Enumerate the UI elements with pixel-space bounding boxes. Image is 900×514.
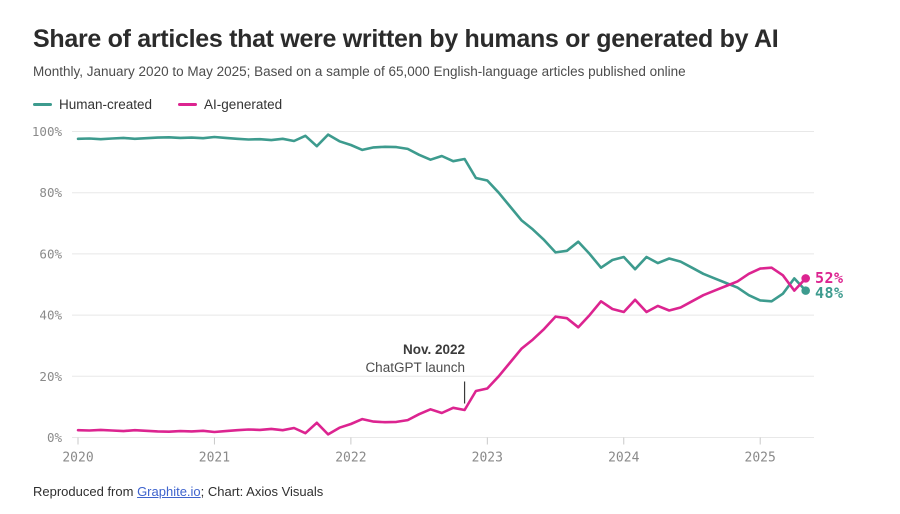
y-tick-label: 100% [32, 124, 63, 139]
legend-item-human: Human-created [33, 97, 152, 112]
source-credit: Reproduced from Graphite.io; Chart: Axio… [33, 484, 323, 499]
source-prefix: Reproduced from [33, 484, 138, 499]
human-end-dot [801, 286, 810, 295]
source-suffix: ; Chart: Axios Visuals [200, 484, 324, 499]
x-tick-label: 2023 [472, 451, 503, 466]
annotation-date: Nov. 2022 [402, 342, 465, 357]
chart-title: Share of articles that were written by h… [33, 25, 779, 53]
ai-series-swatch-icon [178, 102, 198, 107]
chatgpt-launch-annotation: Nov. 2022 ChatGPT launch [265, 341, 465, 377]
chart-subtitle: Monthly, January 2020 to May 2025; Based… [33, 64, 686, 79]
x-tick-label: 2020 [62, 451, 93, 466]
legend-label-ai: AI-generated [204, 97, 283, 112]
y-tick-label: 40% [39, 308, 62, 323]
legend-item-ai: AI-generated [178, 97, 282, 112]
annotation-text: ChatGPT launch [365, 360, 465, 375]
y-tick-label: 80% [39, 185, 62, 200]
human-series-line [76, 133, 808, 303]
legend-label-human: Human-created [59, 97, 153, 112]
legend: Human-created AI-generated [33, 97, 282, 112]
x-tick-label: 2025 [745, 451, 776, 466]
graphite-link[interactable]: Graphite.io [137, 484, 201, 499]
y-tick-label: 60% [39, 246, 62, 261]
ai-end-dot [801, 274, 810, 283]
x-tick-label: 2022 [335, 451, 366, 466]
ai-end-value-label: 52% [815, 269, 844, 287]
x-tick-label: 2024 [608, 451, 639, 466]
x-tick-label: 2021 [199, 451, 230, 466]
y-tick-label: 20% [39, 369, 62, 384]
y-tick-label: 0% [47, 430, 63, 445]
human-end-value-label: 48% [815, 284, 844, 302]
human-series-swatch-icon [33, 102, 52, 107]
